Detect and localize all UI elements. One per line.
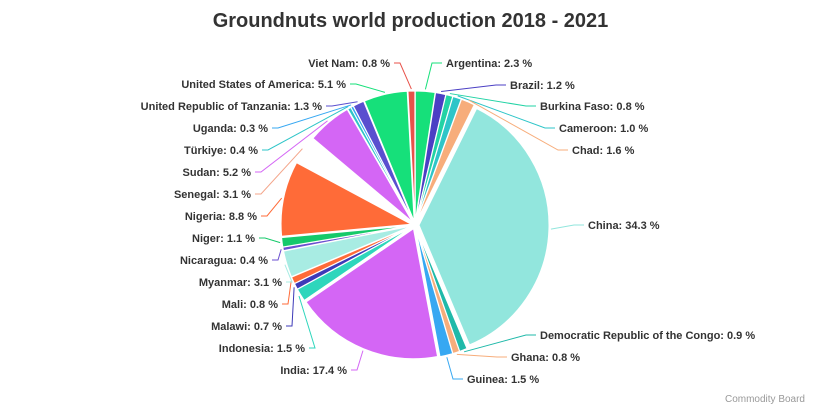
credit-text[interactable]: Commodity Board — [724, 394, 805, 405]
slice-label: Türkiye: 0.4 % — [184, 145, 258, 157]
slice-label: Cameroon: 1.0 % — [559, 123, 648, 135]
connector-line — [394, 62, 412, 90]
slice-label: United States of America: 5.1 % — [181, 79, 346, 91]
connector-line — [457, 95, 555, 129]
labels-group: Argentina: 2.3 % Brazil: 1.2 % Burkina Fas… — [141, 58, 756, 386]
connector-line — [255, 148, 303, 195]
connector-line — [441, 84, 506, 93]
chart-title: Groundnuts world production 2018 - 2021 — [212, 10, 609, 32]
connector-line — [468, 99, 568, 151]
pie-slice-united-republic-of-tanzania[interactable] — [352, 100, 414, 222]
connector-line — [262, 106, 349, 151]
connector-line — [286, 287, 295, 327]
connector-line — [261, 197, 283, 217]
connector-line — [272, 104, 352, 129]
pie-slice-guinea[interactable] — [415, 228, 454, 358]
connector-line — [350, 83, 386, 93]
slice-label: Indonesia: 1.5 % — [219, 343, 305, 355]
pie-slice-viet-nam[interactable] — [407, 90, 416, 222]
connector-line — [259, 237, 281, 244]
connector-line — [550, 224, 584, 230]
slice-label: Argentina: 2.3 % — [446, 58, 532, 70]
pie-slice-nigeria[interactable] — [280, 162, 413, 237]
connectors-group — [255, 62, 584, 380]
pie-slice-niger[interactable] — [281, 225, 412, 248]
slice-label: Sudan: 5.2 % — [183, 167, 252, 179]
slice-label: Uganda: 0.3 % — [193, 123, 268, 135]
connector-line — [449, 93, 536, 107]
slice-label: Brazil: 1.2 % — [510, 80, 575, 92]
connector-line — [424, 62, 442, 90]
pie-slice-chad[interactable] — [416, 98, 475, 222]
slice-label: Viet Nam: 0.8 % — [308, 58, 390, 70]
pie-slice-senegal[interactable] — [297, 139, 412, 223]
slice-label: Senegal: 3.1 % — [174, 189, 251, 201]
slice-label: Guinea: 1.5 % — [467, 374, 539, 386]
slice-label: Nicaragua: 0.4 % — [180, 255, 268, 267]
slice-label: United Republic of Tanzania: 1.3 % — [141, 101, 323, 113]
slice-label: Chad: 1.6 % — [572, 145, 635, 157]
slice-label: Ghana: 0.8 % — [511, 352, 580, 364]
slice-label: Burkina Faso: 0.8 % — [540, 101, 645, 113]
pie-slice-sudan[interactable] — [312, 108, 413, 223]
connector-line — [351, 350, 364, 371]
pie-slice-india[interactable] — [305, 227, 439, 360]
slice-label: Mali: 0.8 % — [222, 299, 278, 311]
connector-line — [282, 281, 292, 305]
slice-label: Nigeria: 8.8 % — [185, 211, 257, 223]
slice-label: China: 34.3 % — [588, 220, 660, 232]
pie-slice-mali[interactable] — [290, 226, 412, 285]
connector-line — [446, 357, 463, 380]
connector-line — [272, 249, 282, 261]
pie-slice-united-states-of-america[interactable] — [363, 90, 415, 222]
connector-line — [463, 334, 536, 353]
connector-line — [298, 295, 316, 349]
slice-label: Malawi: 0.7 % — [211, 321, 282, 333]
slice-label: Myanmar: 3.1 % — [199, 277, 282, 289]
connector-line — [284, 264, 293, 283]
slice-label: Democratic Republic of the Congo: 0.9 % — [540, 330, 755, 342]
connector-line — [326, 101, 358, 107]
pie-slice-china[interactable] — [418, 107, 550, 346]
slices-group — [280, 90, 550, 360]
connector-line — [255, 120, 328, 173]
slice-label: India: 17.4 % — [280, 365, 347, 377]
connector-line — [456, 353, 507, 358]
slice-label: Niger: 1.1 % — [192, 233, 255, 245]
